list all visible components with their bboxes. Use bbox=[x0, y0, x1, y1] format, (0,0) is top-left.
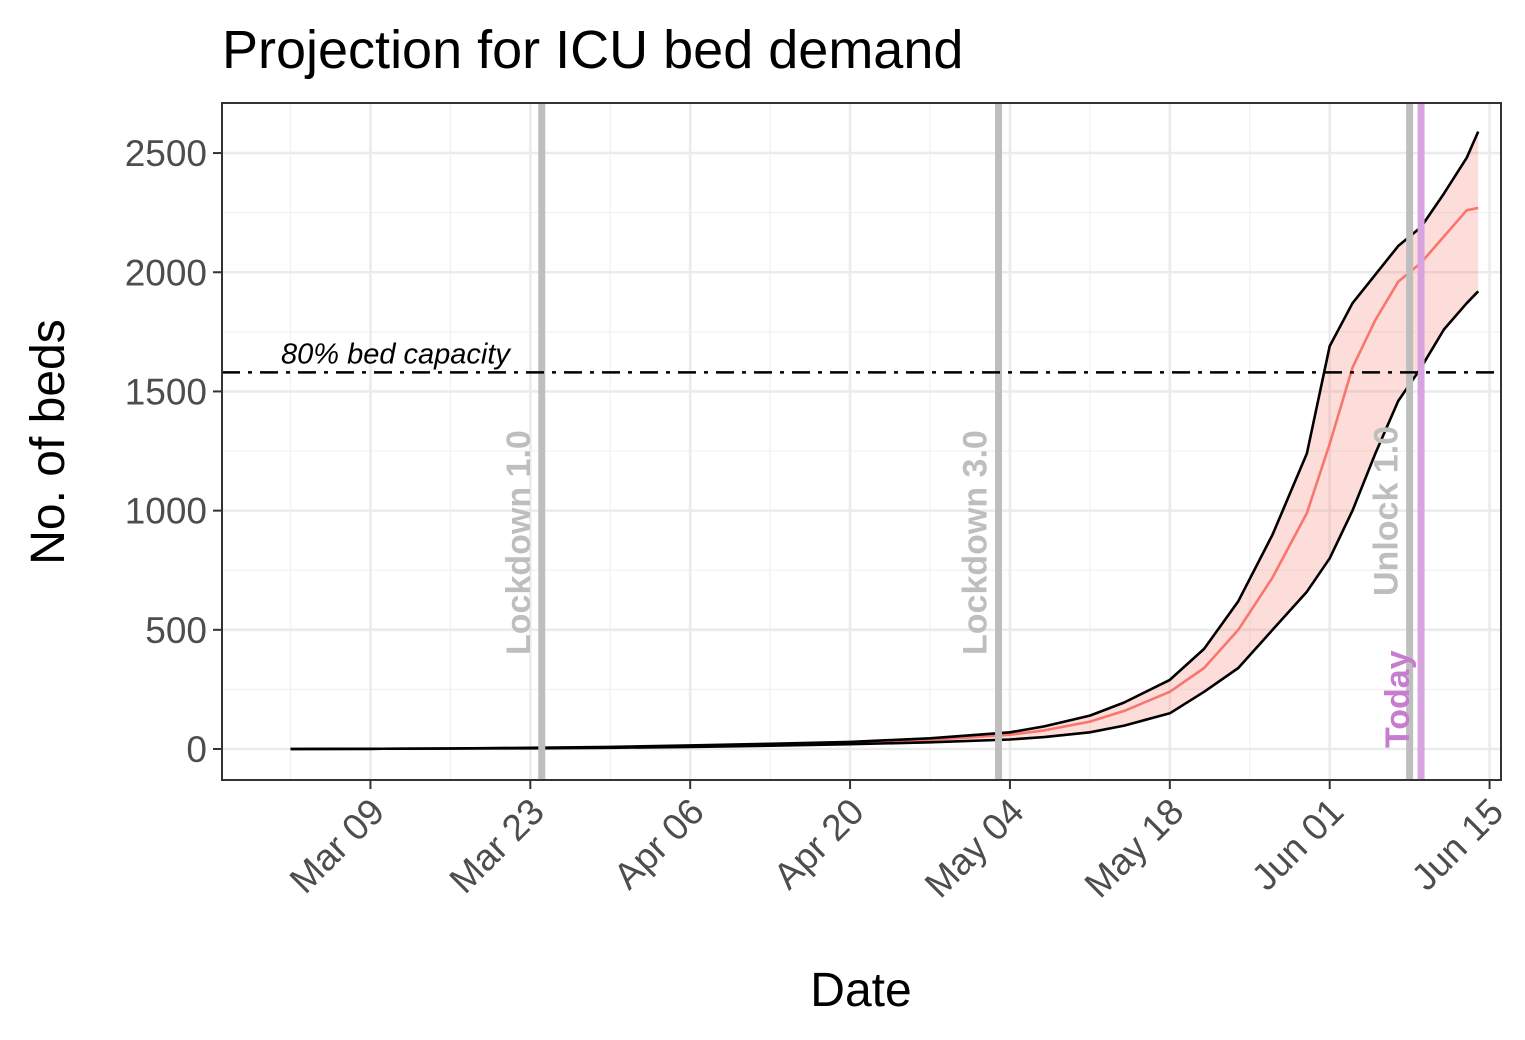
y-tick-label: 2000 bbox=[125, 252, 207, 293]
projection-lines bbox=[290, 131, 1480, 751]
y-tick-label: 0 bbox=[186, 729, 207, 770]
x-tick-label: May 18 bbox=[1077, 791, 1192, 906]
lower-bound-line bbox=[290, 290, 1480, 751]
x-tick-label: Apr 20 bbox=[766, 791, 872, 897]
event-label: Lockdown 3.0 bbox=[957, 430, 995, 655]
event-markers: Lockdown 1.0 Lockdown 3.0 Unlock 1.0 Today bbox=[500, 103, 1425, 780]
panel-border bbox=[221, 102, 1502, 781]
x-axis-title: Date bbox=[810, 964, 911, 1017]
capacity-label: 80% bed capacity bbox=[281, 338, 511, 370]
x-tick-label: Mar 23 bbox=[442, 791, 552, 901]
y-axis-title: No. of beds bbox=[22, 319, 75, 564]
chart-title: Projection for ICU bed demand bbox=[222, 20, 963, 80]
x-tick-label: Mar 09 bbox=[282, 791, 392, 901]
event-label: Unlock 1.0 bbox=[1368, 426, 1406, 596]
event-label: Lockdown 1.0 bbox=[500, 430, 538, 655]
grid-lines bbox=[222, 103, 1501, 780]
event-label: Today bbox=[1379, 650, 1417, 748]
panel-background bbox=[222, 103, 1501, 780]
capacity-line: 80% bed capacity bbox=[222, 338, 1501, 374]
y-tick-label: 2500 bbox=[125, 133, 207, 174]
x-tick-label: Apr 06 bbox=[606, 791, 712, 897]
x-tick-label: May 04 bbox=[917, 791, 1032, 906]
y-tick-label: 1000 bbox=[125, 491, 207, 532]
x-tick-label: Jun 15 bbox=[1404, 791, 1512, 899]
x-tick-label: Jun 01 bbox=[1244, 791, 1352, 899]
y-tick-label: 500 bbox=[145, 610, 207, 651]
y-tick-label: 1500 bbox=[125, 371, 207, 412]
